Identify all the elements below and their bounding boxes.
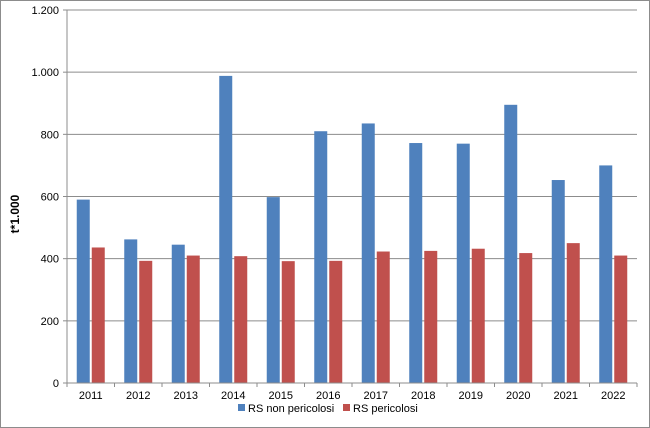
legend-swatch-non-pericolosi [238, 404, 245, 411]
bar-non-pericolosi-2013 [171, 244, 185, 383]
x-tick-label: 2015 [269, 390, 293, 402]
bars [76, 75, 628, 384]
axes [63, 9, 638, 387]
bar-non-pericolosi-2016 [314, 131, 328, 383]
x-tick-label: 2020 [506, 390, 530, 402]
bar-non-pericolosi-2022 [599, 165, 613, 383]
y-tick-label: 1.000 [31, 67, 59, 79]
bar-pericolosi-2021 [566, 243, 580, 383]
bar-pericolosi-2016 [329, 260, 343, 383]
legend-swatch-pericolosi [343, 404, 350, 411]
grid-lines [67, 9, 637, 322]
bar-non-pericolosi-2011 [76, 199, 90, 383]
bar-pericolosi-2022 [614, 255, 628, 383]
bar-non-pericolosi-2015 [266, 197, 280, 383]
x-tick-label: 2021 [554, 390, 578, 402]
bar-pericolosi-2018 [424, 250, 438, 383]
y-axis-title: t*1.000 [8, 194, 22, 233]
bar-non-pericolosi-2014 [219, 75, 233, 383]
bar-pericolosi-2012 [139, 260, 153, 383]
bar-pericolosi-2014 [234, 256, 248, 383]
bar-non-pericolosi-2021 [551, 180, 565, 383]
y-tick-label: 1.200 [31, 5, 59, 17]
y-tick-label: 400 [41, 254, 59, 266]
bar-non-pericolosi-2012 [124, 239, 138, 383]
x-tick-label: 2012 [126, 390, 150, 402]
x-tick-label: 2022 [601, 390, 625, 402]
bar-non-pericolosi-2018 [409, 143, 423, 383]
bar-pericolosi-2020 [519, 253, 533, 383]
x-tick-label: 2014 [221, 390, 245, 402]
legend-label-pericolosi: RS pericolosi [353, 403, 418, 415]
bar-pericolosi-2011 [91, 247, 105, 383]
x-tick-label: 2018 [411, 390, 435, 402]
bar-non-pericolosi-2020 [504, 104, 518, 383]
bar-non-pericolosi-2017 [361, 123, 375, 384]
x-tick-label: 2013 [174, 390, 198, 402]
x-tick-label: 2016 [316, 390, 340, 402]
x-tick-label: 2017 [364, 390, 388, 402]
y-tick-labels: 0 200 400 600 800 1.000 1.200 [31, 5, 59, 390]
legend: RS non pericolosi RS pericolosi [238, 403, 418, 415]
y-tick-label: 600 [41, 192, 59, 204]
bar-pericolosi-2015 [281, 261, 295, 383]
y-tick-label: 800 [41, 129, 59, 141]
x-tick-label: 2011 [79, 390, 103, 402]
y-tick-label: 200 [41, 316, 59, 328]
y-tick-label: 0 [53, 378, 59, 390]
bar-non-pericolosi-2019 [456, 143, 470, 383]
x-tick-labels: 2011 2012 2013 2014 2015 2016 2017 2018 2019 2020… [79, 390, 626, 402]
bar-pericolosi-2017 [376, 251, 390, 383]
bar-pericolosi-2013 [186, 255, 200, 383]
bar-pericolosi-2019 [471, 248, 485, 383]
legend-label-non-pericolosi: RS non pericolosi [248, 403, 334, 415]
x-tick-label: 2019 [459, 390, 483, 402]
